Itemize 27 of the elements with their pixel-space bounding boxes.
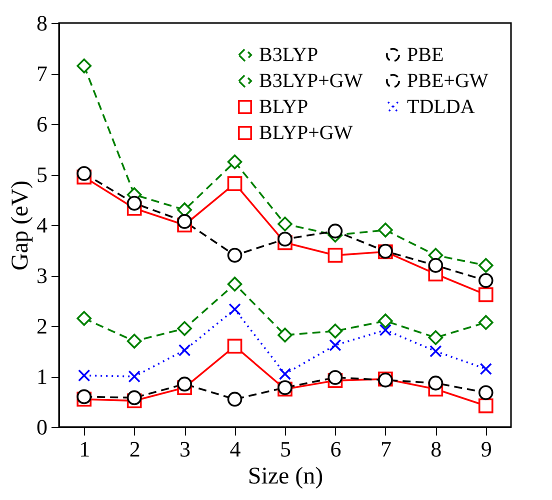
y-tick-label: 4 [36,212,48,238]
y-tick-label: 6 [36,112,48,136]
y-tick-label: 1 [36,364,48,389]
x-axis-title: Size (n) [248,464,324,490]
legend-label: B3LYP [259,44,318,66]
legend-label: PBE [407,44,444,66]
x-tick-label: 1 [79,436,90,462]
x-tick-label: 5 [280,436,291,462]
legend-label: B3LYP+GW [259,70,363,92]
y-tick-label: 7 [36,61,48,86]
y-tick-label: 8 [36,10,48,36]
x-tick-label: 9 [480,436,492,462]
y-tick-label: 2 [36,314,48,338]
y-tick-label: 3 [36,263,48,288]
x-tick-label: 6 [330,436,342,462]
x-tick-label: 7 [380,436,392,462]
legend-label: BLYP [259,96,308,118]
x-tick-label: 4 [230,436,241,462]
legend-label: BLYP+GW [259,122,353,144]
legend-label: PBE+GW [407,70,488,92]
y-tick-label: 5 [36,162,48,187]
x-tick-label: 3 [180,436,191,462]
y-axis-title: Gap (eV) [8,180,34,270]
x-tick-label: 2 [129,436,140,462]
x-tick-label: 8 [430,436,442,462]
y-tick-label: 0 [36,414,48,440]
legend-label: TDLDA [407,96,476,118]
